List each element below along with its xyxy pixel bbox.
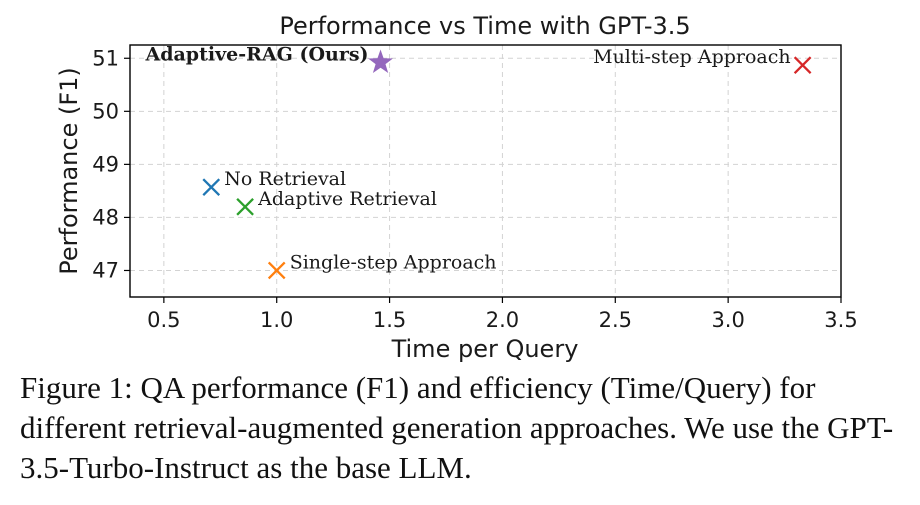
y-tick-label: 51 — [92, 46, 119, 70]
point-label-multi-step-approach: Multi-step Approach — [593, 46, 791, 68]
point-label-adaptive-retrieval: Adaptive Retrieval — [257, 188, 437, 210]
x-tick-label: 3.5 — [824, 308, 857, 332]
y-tick-label: 47 — [92, 258, 119, 282]
point-label-single-step-approach: Single-step Approach — [290, 251, 497, 273]
scatter-chart: Performance vs Time with GPT-3.5 0.5 1.0 1… — [55, 12, 858, 363]
x-tick-label: 2.5 — [599, 308, 632, 332]
point-single-step-approach-x-marker — [267, 261, 286, 280]
point-adaptive-retrieval-x-marker — [236, 197, 254, 216]
x-tick-label: 3.0 — [711, 308, 744, 332]
figure-caption: Figure 1: QA performance (F1) and effici… — [20, 370, 894, 485]
x-tick-label: 1.5 — [373, 308, 406, 332]
y-axis-label: Performance (F1) — [55, 67, 83, 275]
x-axis-ticks: 0.5 1.0 1.5 2.0 2.5 3.0 3.5 — [147, 297, 858, 332]
y-tick-label: 49 — [92, 152, 119, 176]
y-tick-label: 48 — [92, 205, 119, 229]
y-tick-label: 50 — [92, 99, 119, 123]
chart-title: Performance vs Time with GPT-3.5 — [279, 12, 690, 40]
plot-frame — [129, 44, 842, 298]
point-multi-step-approach-x-marker — [793, 56, 812, 74]
x-tick-label: 2.0 — [486, 308, 519, 332]
x-axis-label: Time per Query — [391, 335, 579, 363]
point-no-retrieval-x-marker — [202, 178, 221, 196]
x-tick-label: 0.5 — [147, 308, 180, 332]
y-axis-ticks: 47 48 49 50 51 — [92, 46, 130, 282]
point-label-adaptive-rag-ours: Adaptive-RAG (Ours) — [144, 44, 368, 66]
point-adaptive-rag-ours-star-marker — [368, 49, 393, 74]
x-tick-label: 1.0 — [260, 308, 293, 332]
point-label-no-retrieval: No Retrieval — [224, 168, 346, 190]
